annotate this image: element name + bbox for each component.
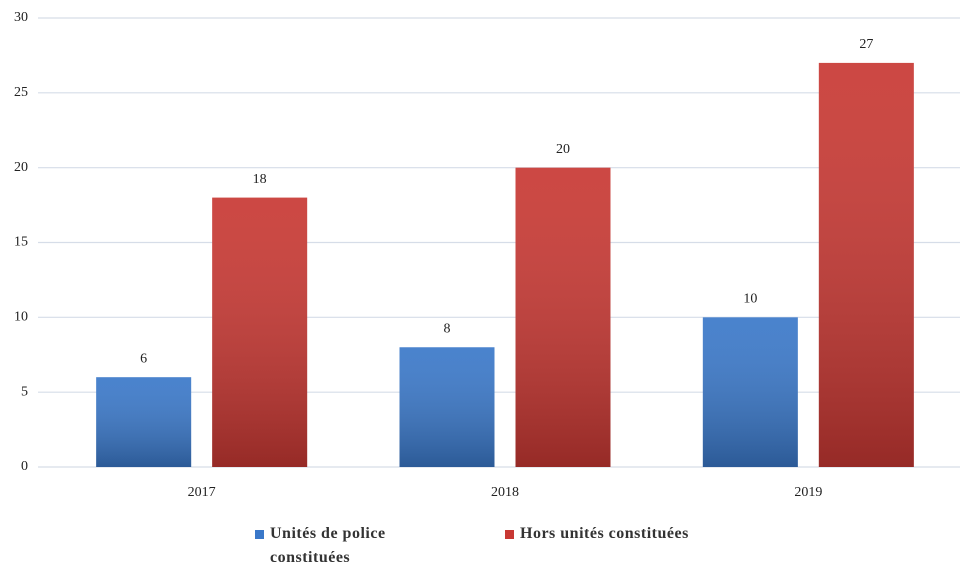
data-label: 10 <box>743 292 757 307</box>
y-tick-label: 20 <box>14 160 28 175</box>
bar-shade <box>212 197 308 467</box>
bar-shade <box>818 62 914 468</box>
bar-shade <box>702 317 798 467</box>
y-tick-label: 30 <box>14 10 28 25</box>
legend-label: Hors unités constituées <box>520 525 689 542</box>
y-tick-label: 5 <box>21 384 28 399</box>
data-label: 6 <box>140 351 147 366</box>
legend-swatch <box>505 530 514 539</box>
y-tick-label: 15 <box>14 235 28 250</box>
legend-swatch <box>255 530 264 539</box>
data-label: 18 <box>253 172 267 187</box>
bar-shade <box>96 377 192 467</box>
legend: Unités de police constituées Hors unités … <box>0 522 962 571</box>
chart: 0 5 10 15 20 25 30 2017 6 18 2018 8 20 2019 10 27 <box>14 10 960 500</box>
y-tick-label: 25 <box>14 85 28 100</box>
bar-shade <box>515 167 611 467</box>
bar-shade <box>399 347 495 467</box>
x-tick-label: 2017 <box>188 485 216 500</box>
x-tick-label: 2018 <box>491 485 519 500</box>
data-label: 20 <box>556 142 570 157</box>
y-tick-label: 0 <box>21 459 28 474</box>
legend-item: Unités de police constituées <box>255 522 455 570</box>
y-tick-label: 10 <box>14 310 28 325</box>
legend-label: Unités de police constituées <box>270 525 386 566</box>
x-tick-label: 2019 <box>794 485 822 500</box>
data-label: 8 <box>444 321 451 336</box>
legend-item: Hors unités constituées <box>505 522 805 546</box>
data-label: 27 <box>859 37 873 52</box>
